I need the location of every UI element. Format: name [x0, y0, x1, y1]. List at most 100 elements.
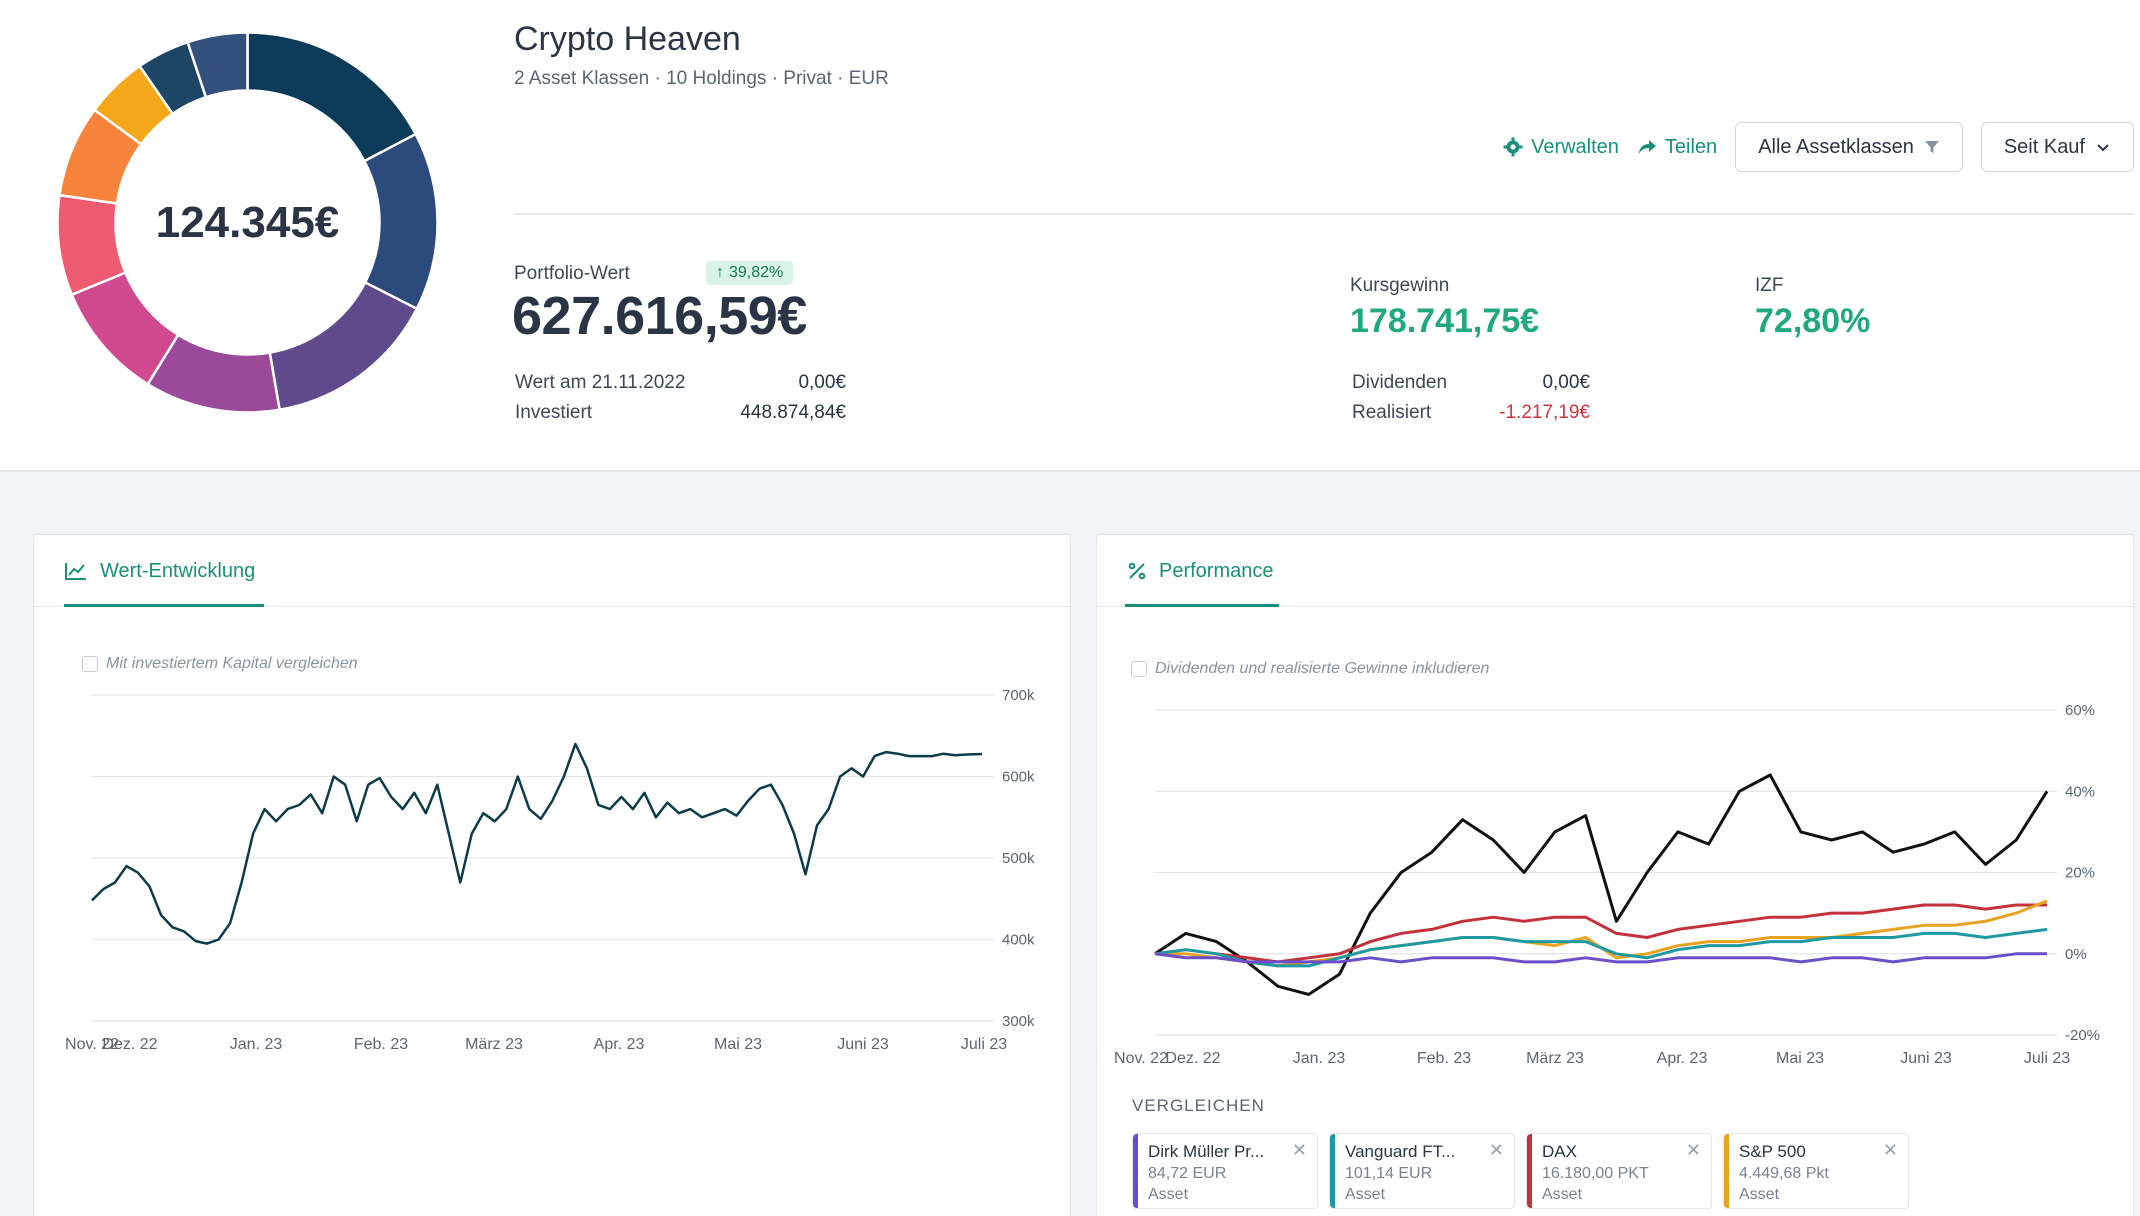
compare-item[interactable]: Dirk Müller Pr... 84,72 EUR Asset ✕ [1132, 1133, 1318, 1209]
y-tick-label: 700k [1002, 687, 1035, 704]
value-at-label: Wert am 21.11.2022 [515, 372, 686, 393]
tab-value-development-label: Wert-Entwicklung [100, 559, 256, 582]
compare-item[interactable]: Vanguard FT... 101,14 EUR Asset ✕ [1329, 1133, 1515, 1209]
x-tick-label: Juli 23 [2024, 1050, 2070, 1067]
close-icon[interactable]: ✕ [1488, 1140, 1504, 1160]
compare-invested-checkbox[interactable]: Mit investiertem Kapital vergleichen [82, 655, 358, 673]
tab-value-development[interactable]: Wert-Entwicklung [64, 535, 255, 607]
compare-item-type: Asset [1542, 1186, 1583, 1203]
portfolio-subtitle: 2 Asset Klassen · 10 Holdings · Privat ·… [514, 68, 889, 89]
tab-performance[interactable]: Performance [1127, 535, 1274, 607]
compare-color-stripe [1527, 1134, 1532, 1208]
y-tick-label: 600k [1002, 769, 1035, 786]
compare-color-stripe [1330, 1134, 1335, 1208]
x-tick-label: Apr. 23 [1657, 1050, 1708, 1067]
y-tick-label: 400k [1002, 932, 1035, 949]
header-divider [514, 213, 2134, 215]
dividends-label: Dividenden [1352, 372, 1448, 393]
y-tick-label: 0% [2065, 946, 2087, 963]
value-at: 0,00€ [798, 372, 846, 393]
invested-label: Investiert [515, 402, 593, 423]
tab-performance-label: Performance [1159, 559, 1274, 582]
izf-value: 72,80% [1755, 302, 1871, 340]
allocation-donut[interactable]: 124.345€ [55, 30, 440, 415]
performance-card: Performance Dividenden und realisierte G… [1096, 534, 2134, 1216]
active-tab-indicator [1125, 604, 1279, 607]
portfolio-title: Crypto Heaven [514, 20, 741, 58]
header-actions: Verwalten Teilen Alle Assetklassen Seit … [1503, 122, 2134, 172]
y-tick-label: -20% [2065, 1027, 2100, 1044]
compare-title: VERGLEICHEN [1132, 1096, 1265, 1115]
series-line[interactable] [1154, 952, 2047, 964]
compare-item-type: Asset [1148, 1186, 1189, 1203]
allocation-donut-chart[interactable] [55, 30, 440, 415]
compare-color-stripe [1724, 1134, 1729, 1208]
arrow-up-icon: ↑ [716, 264, 724, 281]
x-tick-label: Nov. 22 [1114, 1050, 1168, 1067]
gear-icon [1503, 137, 1523, 157]
compare-item-type: Asset [1739, 1186, 1780, 1203]
gain-label: Kursgewinn [1350, 275, 1450, 296]
izf-label: IZF [1755, 275, 1784, 296]
close-icon[interactable]: ✕ [1882, 1140, 1898, 1160]
include-dividends-label: Dividenden und realisierte Gewinne inklu… [1155, 660, 1490, 677]
line-chart-icon [65, 563, 86, 580]
x-tick-label: Jan. 23 [1293, 1050, 1346, 1067]
asset-class-filter[interactable]: Alle Assetklassen [1735, 122, 1963, 172]
gain-value: 178.741,75€ [1350, 302, 1540, 340]
compare-item-value: 16.180,00 PKT [1542, 1165, 1649, 1182]
portfolio-summary: 124.345€ Crypto Heaven 2 Asset Klassen ·… [0, 0, 2140, 472]
x-tick-label: Dez. 22 [1165, 1050, 1220, 1067]
manage-label: Verwalten [1531, 135, 1619, 158]
value-card-header: Wert-Entwicklung [34, 535, 1070, 607]
y-tick-label: 20% [2065, 865, 2095, 882]
donut-total: 124.345€ [155, 197, 340, 247]
y-tick-label: 60% [2065, 702, 2095, 719]
compare-item-value: 101,14 EUR [1345, 1165, 1433, 1182]
checkbox-box[interactable] [82, 656, 98, 672]
y-tick-label: 300k [1002, 1013, 1035, 1030]
series-line[interactable] [91, 742, 983, 945]
x-tick-label: Mai 23 [714, 1036, 762, 1053]
series-line[interactable] [1154, 773, 2049, 996]
x-tick-label: Apr. 23 [594, 1036, 645, 1053]
realized-value: -1.217,19€ [1499, 402, 1590, 423]
x-tick-label: März 23 [1526, 1050, 1584, 1067]
y-tick-label: 500k [1002, 850, 1035, 867]
chevron-down-icon [2097, 144, 2109, 152]
period-select-label: Seit Kauf [2003, 135, 2085, 158]
share-button[interactable]: Teilen [1637, 136, 1717, 159]
compare-item[interactable]: S&P 500 4.449,68 Pkt Asset ✕ [1723, 1133, 1909, 1209]
performance-badge-value: 39,82% [729, 264, 784, 281]
x-tick-label: Feb. 23 [354, 1036, 408, 1053]
checkbox-box[interactable] [1131, 661, 1147, 677]
period-select[interactable]: Seit Kauf [1980, 122, 2134, 172]
y-tick-label: 40% [2065, 783, 2095, 800]
x-tick-label: Jan. 23 [230, 1036, 283, 1053]
compare-item-value: 4.449,68 Pkt [1739, 1165, 1829, 1182]
share-label: Teilen [1664, 135, 1718, 158]
close-icon[interactable]: ✕ [1291, 1140, 1307, 1160]
close-icon[interactable]: ✕ [1685, 1140, 1701, 1160]
x-tick-label: Juni 23 [837, 1036, 889, 1053]
series-line[interactable] [1154, 927, 2048, 968]
portfolio-value-label: Portfolio-Wert [514, 263, 630, 284]
donut-slice[interactable] [186, 31, 249, 99]
compare-item[interactable]: DAX 16.180,00 PKT Asset ✕ [1526, 1133, 1712, 1209]
series-line[interactable] [1154, 903, 2047, 964]
compare-item-name: Vanguard FT... [1345, 1142, 1456, 1161]
realized-label: Realisiert [1352, 402, 1432, 423]
performance-card-header: Performance [1097, 535, 2133, 607]
x-tick-label: Nov. 22 [65, 1036, 119, 1053]
manage-button[interactable]: Verwalten [1503, 136, 1619, 159]
x-tick-label: März 23 [465, 1036, 523, 1053]
percent-icon [1128, 562, 1146, 580]
portfolio-value: 627.616,59€ [512, 286, 807, 346]
compare-item-name: DAX [1542, 1142, 1577, 1161]
invested-value: 448.874,84€ [740, 402, 846, 423]
compare-item-type: Asset [1345, 1186, 1386, 1203]
include-dividends-checkbox[interactable]: Dividenden und realisierte Gewinne inklu… [1131, 660, 1489, 678]
active-tab-indicator [64, 604, 264, 607]
